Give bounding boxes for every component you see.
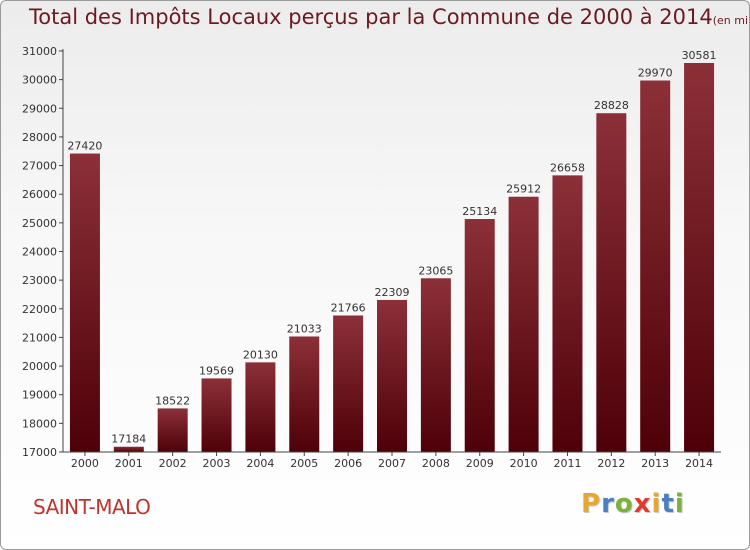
- y-tick-label: 26000: [22, 188, 57, 201]
- y-tick-label: 30000: [22, 74, 57, 87]
- y-tick-label: 29000: [22, 102, 57, 115]
- data-label: 27420: [67, 140, 102, 153]
- y-tick-label: 21000: [22, 331, 57, 344]
- x-tick-label: 2014: [685, 457, 713, 470]
- x-tick-label: 2006: [334, 457, 362, 470]
- data-label: 30581: [682, 49, 717, 62]
- logo-letter: t: [661, 489, 675, 519]
- bar: [377, 299, 407, 452]
- data-label: 17184: [111, 433, 146, 446]
- y-tick-label: 22000: [22, 303, 57, 316]
- bar: [113, 446, 144, 452]
- chart-title: Total des Impôts Locaux perçus par la Co…: [29, 5, 749, 29]
- data-label: 23065: [418, 264, 453, 277]
- bar: [157, 408, 188, 452]
- x-tick-label: 2011: [553, 457, 581, 470]
- x-tick-label: 2001: [115, 457, 143, 470]
- x-tick-label: 2013: [641, 457, 669, 470]
- bar: [640, 80, 671, 453]
- x-tick-label: 2012: [597, 457, 625, 470]
- chart-title-unit: (en milliers d'€): [712, 14, 749, 27]
- y-tick-label: 18000: [22, 417, 57, 430]
- data-label: 22309: [375, 286, 410, 299]
- bar: [684, 63, 715, 453]
- x-tick-label: 2007: [378, 457, 406, 470]
- bar: [508, 196, 539, 452]
- logo-letter: x: [633, 489, 652, 519]
- logo-letter: P: [581, 489, 602, 519]
- chart-title-main: Total des Impôts Locaux perçus par la Co…: [29, 5, 713, 29]
- bar: [420, 278, 451, 452]
- logo-letter: o: [614, 489, 634, 519]
- x-tick-label: 2004: [246, 457, 274, 470]
- y-tick-label: 31000: [22, 45, 57, 58]
- x-tick-label: 2005: [290, 457, 318, 470]
- data-label: 21033: [287, 322, 322, 335]
- x-tick-label: 2002: [159, 457, 187, 470]
- bar: [552, 175, 583, 452]
- x-tick-label: 2003: [203, 457, 231, 470]
- bar: [333, 315, 364, 452]
- data-label: 19569: [199, 364, 234, 377]
- logo-letter: i: [674, 489, 685, 519]
- data-label: 28828: [594, 99, 629, 112]
- bar: [201, 378, 232, 452]
- x-tick-label: 2009: [466, 457, 494, 470]
- y-tick-label: 20000: [22, 360, 57, 373]
- data-label: 25134: [462, 205, 497, 218]
- x-tick-label: 2008: [422, 457, 450, 470]
- y-tick-label: 25000: [22, 217, 57, 230]
- data-label: 29970: [638, 67, 673, 80]
- y-tick-label: 17000: [22, 446, 57, 459]
- y-tick-label: 28000: [22, 131, 57, 144]
- commune-name: SAINT-MALO: [33, 495, 151, 519]
- data-label: 21766: [331, 301, 366, 314]
- y-tick-label: 27000: [22, 160, 57, 173]
- bar: [289, 336, 320, 452]
- logo-letter: i: [651, 489, 662, 519]
- data-label: 26658: [550, 161, 585, 174]
- logo-letter: r: [601, 489, 615, 519]
- bar: [245, 362, 276, 452]
- data-label: 20130: [243, 348, 278, 361]
- data-label: 18522: [155, 394, 190, 407]
- bar: [69, 153, 100, 452]
- y-tick-label: 24000: [22, 246, 57, 259]
- proxiti-logo: Proxiti: [581, 489, 685, 519]
- bar: [596, 113, 627, 453]
- data-label: 25912: [506, 183, 541, 196]
- x-tick-label: 2000: [71, 457, 99, 470]
- y-tick-label: 23000: [22, 274, 57, 287]
- x-tick-label: 2010: [510, 457, 538, 470]
- bar: [464, 219, 495, 452]
- y-tick-label: 19000: [22, 389, 57, 402]
